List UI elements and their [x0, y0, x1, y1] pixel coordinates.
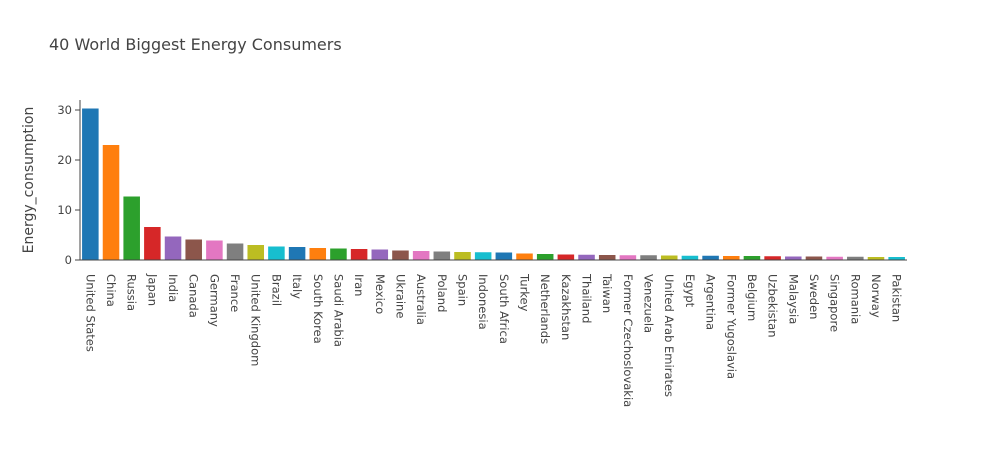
y-tick-label: 30: [57, 103, 72, 117]
bar-ukraine[interactable]: [392, 250, 409, 261]
x-tick-label: France: [228, 274, 242, 312]
bar-venezuela[interactable]: [640, 255, 657, 260]
bar-taiwan[interactable]: [598, 255, 616, 260]
bar-united-kingdom[interactable]: [247, 245, 265, 260]
x-tick-label: Brazil: [269, 274, 283, 306]
bar-iran[interactable]: [350, 249, 368, 260]
x-tick-label: Romania: [848, 274, 862, 324]
x-tick-label: Iran: [352, 274, 366, 296]
bar-pakistan[interactable]: [888, 257, 905, 260]
x-tick-label: Netherlands: [538, 274, 552, 344]
chart-title: 40 World Biggest Energy Consumers: [49, 35, 342, 54]
x-axis-ticks: United States China Russia Japan India Canada…: [83, 273, 903, 407]
x-tick-label: South Africa: [497, 274, 511, 344]
x-tick-label: Australia: [414, 274, 428, 325]
x-tick-label: Pakistan: [890, 274, 904, 322]
x-tick-label: Former Yugoslavia: [724, 274, 738, 379]
x-tick-label: China: [104, 274, 118, 307]
bar-saudi-arabia[interactable]: [330, 248, 347, 261]
x-tick-label: Belgium: [745, 274, 759, 321]
x-tick-label: Norway: [869, 274, 883, 318]
bar-canada[interactable]: [185, 239, 202, 261]
x-tick-label: India: [166, 274, 180, 302]
y-axis-label: Energy_consumption: [21, 107, 37, 254]
y-tick-label: 0: [65, 253, 72, 267]
x-tick-label: South Korea: [311, 274, 325, 344]
x-tick-label: Former Czechoslovakia: [621, 274, 635, 407]
bar-thailand[interactable]: [578, 254, 595, 260]
x-tick-label: Italy: [290, 274, 304, 299]
x-tick-label: Germany: [207, 274, 221, 327]
bar-netherlands[interactable]: [536, 254, 554, 260]
x-tick-label: Sweden: [807, 274, 821, 319]
x-tick-label: Venezuela: [642, 274, 656, 333]
bar-norway[interactable]: [867, 257, 885, 260]
x-tick-label: United States: [83, 274, 97, 352]
bar-south-korea[interactable]: [309, 248, 327, 260]
x-tick-label: Spain: [455, 274, 469, 306]
x-tick-label: Argentina: [704, 274, 718, 330]
bar-malaysia[interactable]: [785, 256, 802, 261]
x-tick-label: Uzbekistan: [766, 274, 780, 338]
x-tick-label: Japan: [145, 273, 159, 306]
x-tick-label: Mexico: [373, 274, 387, 314]
x-tick-label: Malaysia: [786, 274, 800, 324]
y-tick-label: 10: [57, 203, 72, 217]
bar-indonesia[interactable]: [474, 252, 492, 260]
bar-spain[interactable]: [454, 252, 471, 260]
x-tick-label: United Arab Emirates: [662, 274, 676, 397]
y-axis-ticks: 0 10 20 30: [57, 103, 80, 267]
bar-egypt[interactable]: [681, 255, 699, 260]
x-tick-label: Taiwan: [600, 273, 614, 313]
bars-group: [82, 108, 905, 261]
bar-singapore[interactable]: [826, 256, 843, 260]
bar-france[interactable]: [226, 243, 244, 261]
bar-australia[interactable]: [412, 251, 430, 260]
x-tick-label: Poland: [435, 274, 449, 312]
x-tick-label: Saudi Arabia: [331, 274, 345, 347]
bar-sweden[interactable]: [805, 256, 823, 261]
bar-japan[interactable]: [144, 227, 161, 260]
x-tick-label: Egypt: [683, 274, 697, 308]
x-tick-label: Russia: [125, 274, 139, 311]
y-tick-label: 20: [57, 153, 72, 167]
bar-brazil[interactable]: [268, 246, 285, 261]
bar-italy[interactable]: [288, 247, 306, 260]
x-tick-label: Ukraine: [393, 274, 407, 318]
x-tick-label: Turkey: [518, 273, 532, 312]
bar-former-yugoslavia[interactable]: [722, 256, 740, 260]
bar-china[interactable]: [102, 145, 120, 260]
x-tick-label: Indonesia: [476, 274, 490, 330]
bar-united-states[interactable]: [82, 108, 99, 261]
bar-germany[interactable]: [206, 240, 223, 261]
bar-romania[interactable]: [847, 256, 864, 260]
x-tick-label: Canada: [187, 274, 201, 318]
x-tick-label: Thailand: [580, 273, 594, 323]
x-tick-label: Kazakhstan: [559, 274, 573, 340]
bar-poland[interactable]: [433, 251, 451, 261]
bar-kazakhstan[interactable]: [557, 254, 575, 261]
bar-russia[interactable]: [123, 196, 140, 261]
x-tick-label: United Kingdom: [249, 274, 263, 366]
bar-uzbekistan[interactable]: [764, 256, 781, 260]
bar-turkey[interactable]: [516, 253, 533, 261]
bar-south-africa[interactable]: [495, 252, 513, 261]
bar-india[interactable]: [164, 236, 182, 261]
bar-united-arab-emirates[interactable]: [660, 255, 678, 261]
x-tick-label: Singapore: [828, 274, 842, 332]
bar-former-czechoslovakia[interactable]: [619, 255, 637, 260]
bar-argentina[interactable]: [702, 255, 719, 260]
bar-mexico[interactable]: [371, 249, 389, 261]
bar-belgium[interactable]: [743, 256, 761, 260]
